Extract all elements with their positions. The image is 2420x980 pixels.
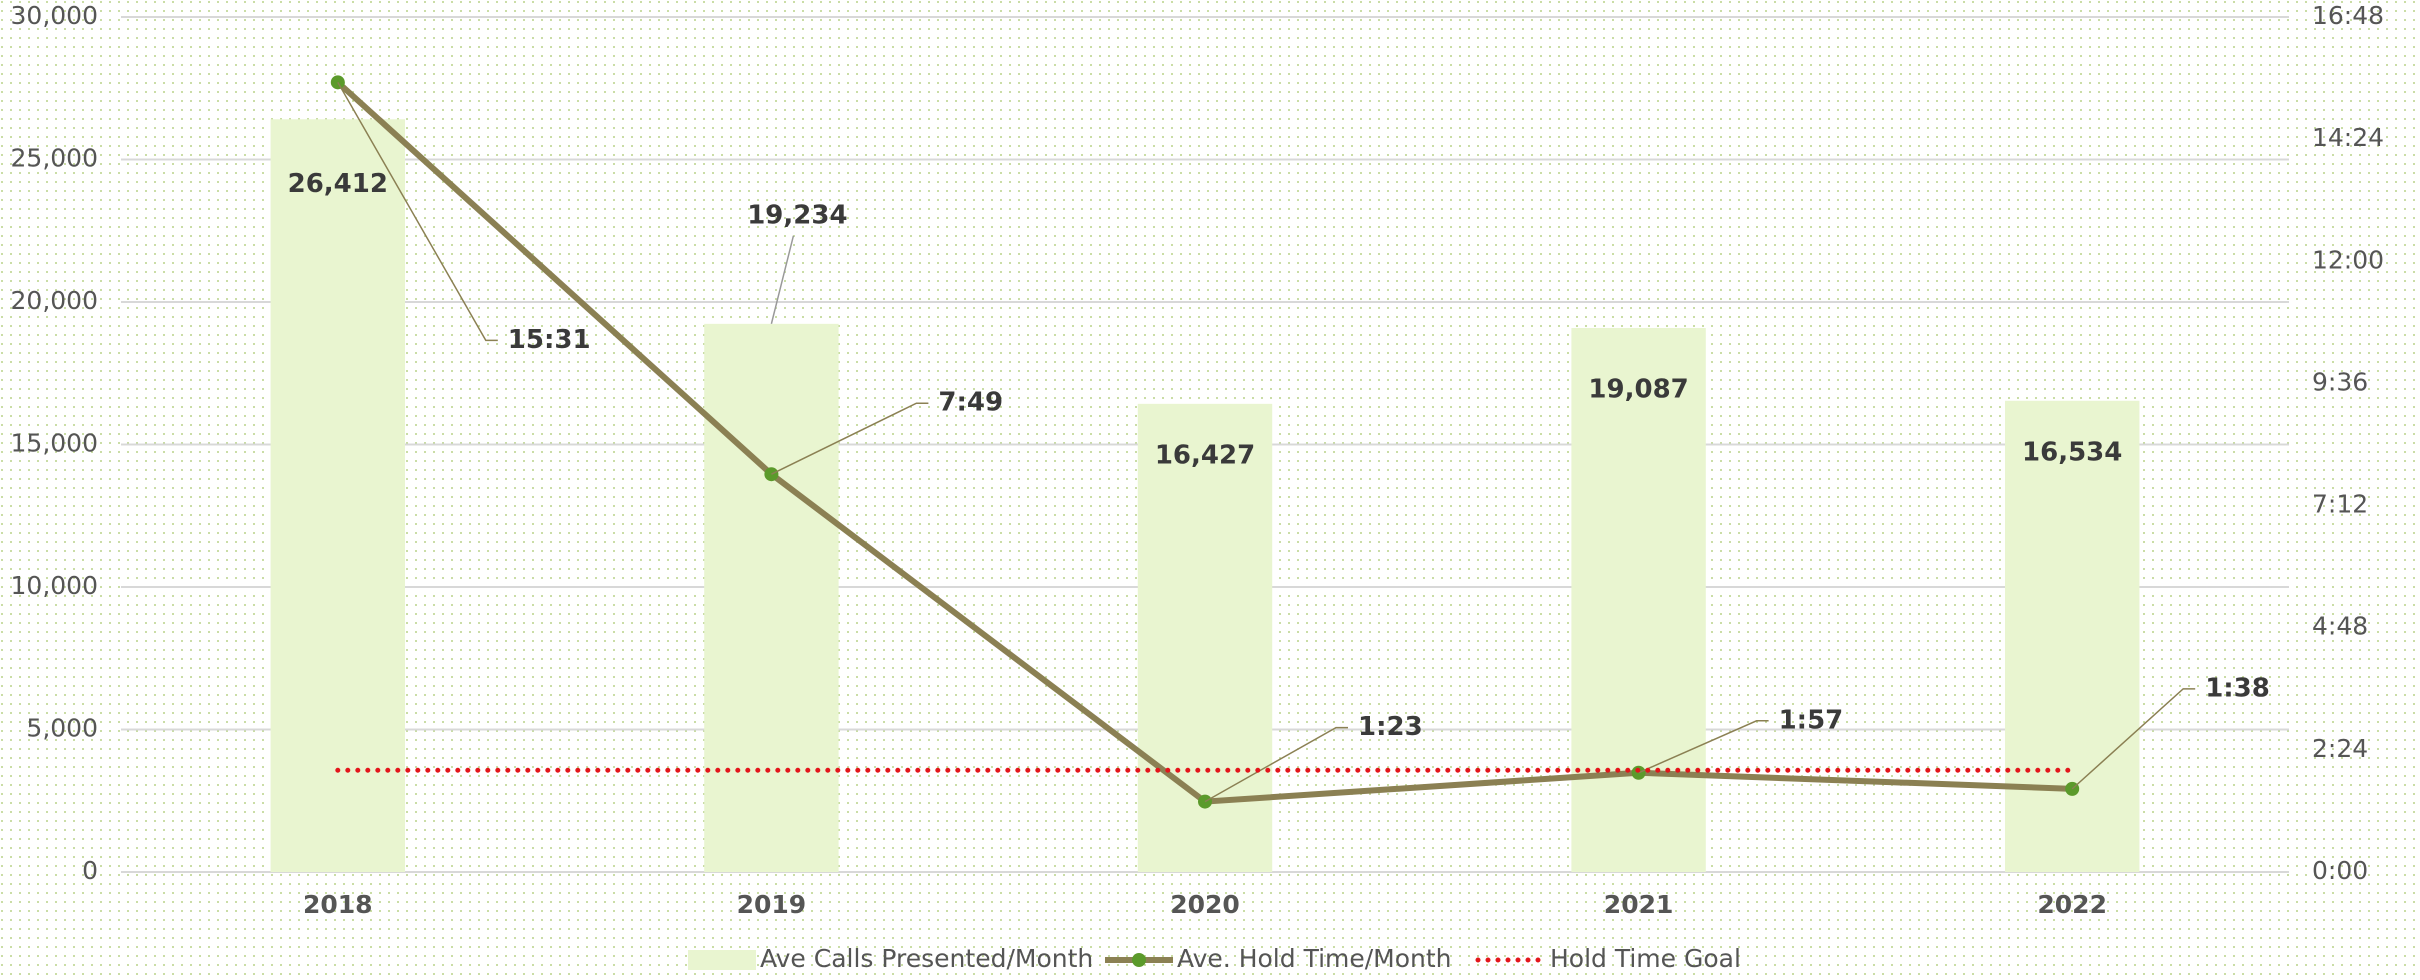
data-label: 26,412 <box>288 169 388 199</box>
legend-swatch <box>688 950 756 970</box>
x-tick-label: 2021 <box>1604 890 1674 919</box>
legend-label: Ave. Hold Time/Month <box>1177 944 1452 973</box>
y-tick-label: 20,000 <box>11 286 98 315</box>
data-label: 16,534 <box>2022 437 2122 467</box>
bar <box>1571 328 1706 872</box>
data-label: 16,427 <box>1155 440 1255 470</box>
x-tick-label: 2018 <box>303 890 373 919</box>
leader-line <box>1204 726 1348 803</box>
data-label: 1:23 <box>1358 712 1423 742</box>
bar <box>1137 403 1273 872</box>
y2-tick-label: 9:36 <box>2312 367 2368 396</box>
bar <box>270 119 406 873</box>
bar <box>2004 400 2140 872</box>
y-tick-label: 15,000 <box>11 429 98 458</box>
y2-tick-label: 7:12 <box>2312 490 2368 519</box>
y-tick-label: 5,000 <box>26 714 98 743</box>
data-label: 19,087 <box>1588 375 1688 405</box>
y2-tick-label: 12:00 <box>2312 245 2384 274</box>
y-tick-label: 25,000 <box>11 144 98 173</box>
legend-marker <box>1132 953 1146 967</box>
leader-line <box>1638 720 1769 774</box>
x-tick-label: 2022 <box>2037 890 2107 919</box>
y2-tick-label: 16:48 <box>2312 1 2384 30</box>
y2-tick-label: 14:24 <box>2312 123 2384 152</box>
data-label: 1:57 <box>1779 705 1844 735</box>
y-tick-label: 0 <box>82 856 98 885</box>
x-tick-label: 2019 <box>737 890 807 919</box>
y2-tick-label: 4:48 <box>2312 612 2368 641</box>
leader-line <box>2071 688 2196 790</box>
y-tick-label: 10,000 <box>11 571 98 600</box>
legend-label: Ave Calls Presented/Month <box>760 944 1093 973</box>
bar <box>704 323 839 872</box>
data-label: 19,234 <box>747 200 847 230</box>
data-label: 1:38 <box>2205 673 2270 703</box>
leader-line <box>770 235 795 325</box>
y2-tick-label: 2:24 <box>2312 734 2368 763</box>
leader-line <box>337 81 498 342</box>
leader-line <box>771 402 929 475</box>
y-tick-label: 30,000 <box>11 1 98 30</box>
data-label: 15:31 <box>508 325 591 355</box>
data-label: 7:49 <box>938 388 1003 418</box>
legend-label: Hold Time Goal <box>1550 944 1741 973</box>
x-tick-label: 2020 <box>1170 890 1240 919</box>
y2-tick-label: 0:00 <box>2312 856 2368 885</box>
